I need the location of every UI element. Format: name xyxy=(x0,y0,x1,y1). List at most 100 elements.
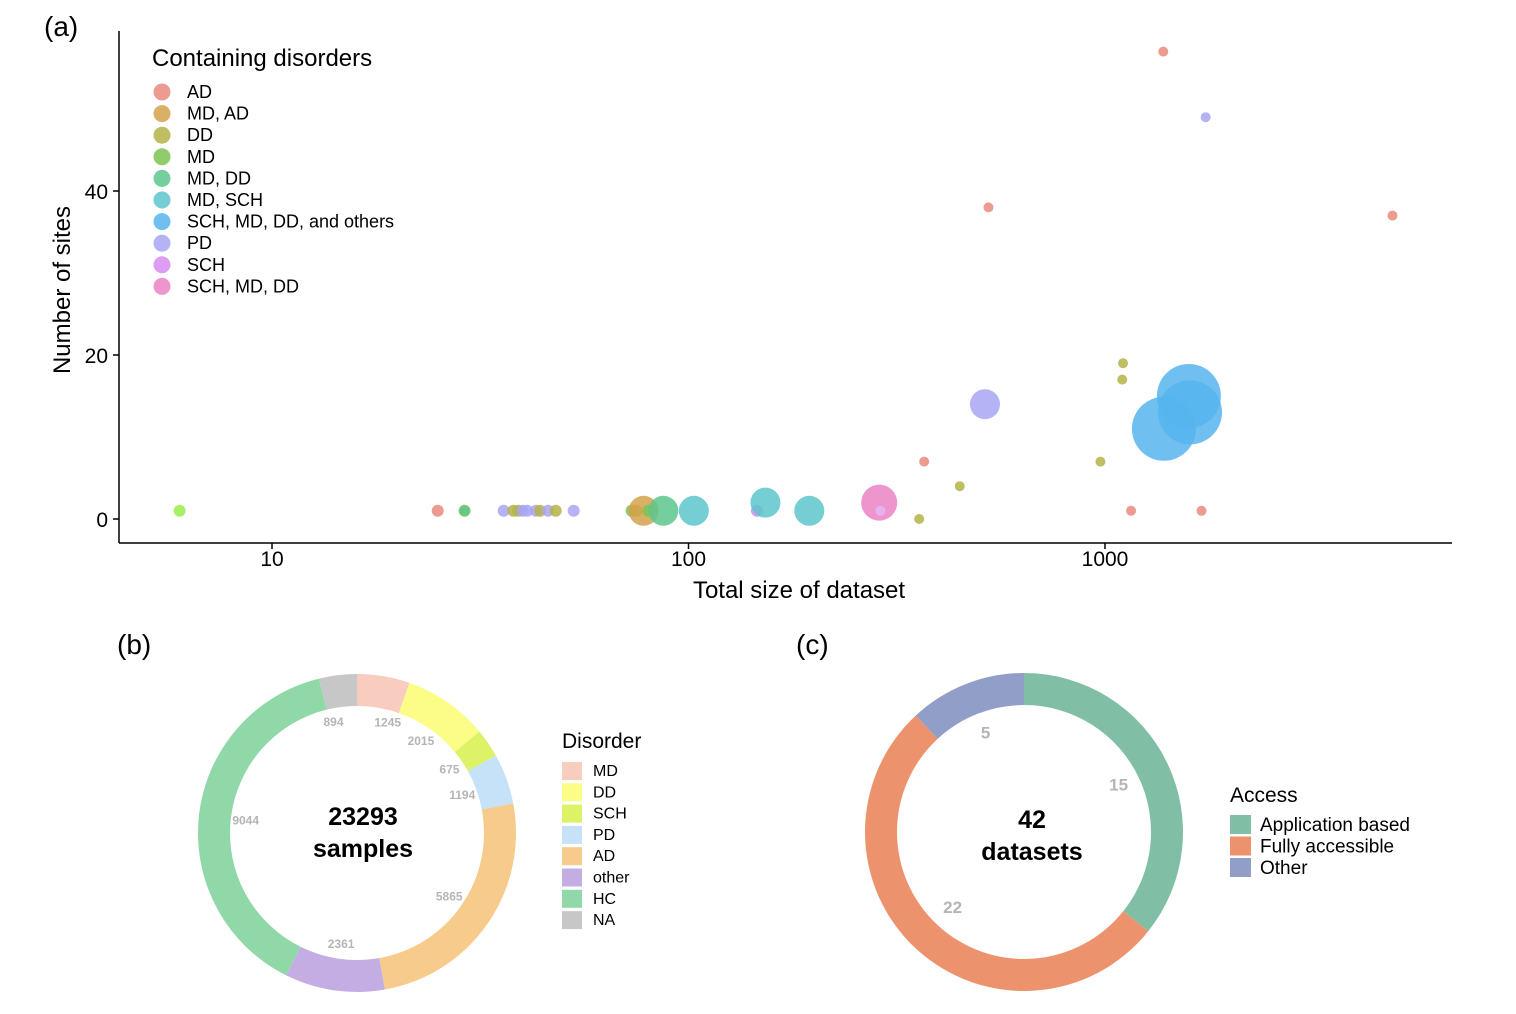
donut-slice xyxy=(467,755,514,810)
scatter-point xyxy=(431,504,444,517)
datasets-caption: datasets xyxy=(981,838,1082,866)
legend-label: HC xyxy=(593,891,616,908)
scatter-point xyxy=(1117,374,1128,385)
donut-value-label: 675 xyxy=(439,763,459,777)
donut-samples: 1245 2015 675 1194 5865 2361 9044 894 23293 sam… xyxy=(198,674,641,992)
donut-datasets-labels: 15 22 5 xyxy=(943,723,1128,917)
y-tick-label: 20 xyxy=(85,345,108,368)
legend-title-disorders: Containing disorders xyxy=(152,45,372,72)
donut-value-label: 5 xyxy=(981,723,990,742)
legend-swatch xyxy=(1230,836,1251,856)
donut-samples-labels: 1245 2015 675 1194 5865 2361 9044 894 xyxy=(232,715,475,951)
legend-swatch xyxy=(153,148,171,166)
legend-label: PD xyxy=(187,233,212,253)
legend-label: Fully accessible xyxy=(1260,837,1394,858)
legend-swatch xyxy=(153,256,171,274)
scatter-point xyxy=(1095,456,1106,467)
legend-label: MD, AD xyxy=(187,104,249,124)
legend-swatch xyxy=(562,868,582,887)
donut-samples-legend: MD DD SCH PD AD other HC NA xyxy=(562,762,630,930)
legend-swatch xyxy=(153,277,171,295)
scatter-point xyxy=(1118,358,1129,369)
donut-slice xyxy=(454,731,496,772)
scatter-plot: 10 100 1000 0 20 40 Total size of dataset Num… xyxy=(49,31,1452,604)
legend-label: other xyxy=(593,870,630,887)
y-tick-label: 40 xyxy=(85,181,108,204)
donut-slice xyxy=(864,715,1149,991)
donut-value-label: 2361 xyxy=(328,937,355,951)
scatter-point xyxy=(521,504,534,517)
donut-slice xyxy=(286,946,385,992)
scatter-ticks: 10 100 1000 0 20 40 xyxy=(85,181,1129,571)
panel-label-c: (c) xyxy=(796,629,829,660)
scatter-point xyxy=(750,487,781,518)
scatter-point xyxy=(1158,46,1169,57)
scatter-point xyxy=(983,202,994,213)
donut-datasets: 15 22 5 42 datasets Access Application bas… xyxy=(864,673,1410,991)
scatter-point xyxy=(914,514,925,524)
legend-label: Other xyxy=(1260,858,1308,879)
scatter-point xyxy=(678,495,709,526)
legend-swatch xyxy=(153,213,171,231)
y-axis-title: Number of sites xyxy=(49,206,76,374)
legend-label: MD, DD xyxy=(187,168,251,188)
legend-swatch xyxy=(1230,815,1251,834)
donut-value-label: 15 xyxy=(1109,775,1128,794)
legend-swatch xyxy=(153,169,171,187)
donut-slice xyxy=(379,803,516,990)
legend-swatch xyxy=(153,191,171,209)
donut-slice xyxy=(198,678,327,976)
donut-value-label: 5865 xyxy=(436,890,463,904)
scatter-points xyxy=(173,46,1398,526)
legend-swatch xyxy=(153,83,171,101)
legend-swatch xyxy=(562,783,582,802)
legend-swatch xyxy=(562,911,582,930)
legend-label: MD, SCH xyxy=(187,190,263,210)
legend-swatch xyxy=(153,105,171,123)
legend-swatch xyxy=(562,847,582,866)
scatter-point xyxy=(648,495,679,526)
legend-label: Application based xyxy=(1260,815,1410,836)
legend-label: DD xyxy=(593,784,616,801)
scatter-point xyxy=(969,389,1000,420)
scatter-point xyxy=(1196,505,1207,516)
donut-value-label: 2015 xyxy=(408,734,435,748)
scatter-point xyxy=(1387,210,1398,221)
donut-value-label: 894 xyxy=(324,715,344,729)
scatter-point xyxy=(567,504,580,517)
scatter-point xyxy=(1126,505,1137,516)
donut-samples-slices xyxy=(198,674,516,992)
donut-slice xyxy=(398,682,480,753)
scatter-point xyxy=(875,505,886,516)
x-axis-title: Total size of dataset xyxy=(693,577,905,604)
legend-swatch xyxy=(562,804,582,823)
scatter-point xyxy=(497,504,510,517)
donut-slice xyxy=(915,673,1024,739)
legend-swatch xyxy=(153,234,171,252)
donut-slice xyxy=(319,674,357,710)
samples-caption: samples xyxy=(313,835,413,863)
panel-label-a: (a) xyxy=(44,11,78,42)
x-tick-label: 10 xyxy=(260,548,283,571)
scatter-point xyxy=(861,484,898,521)
panel-label-b: (b) xyxy=(117,629,151,660)
legend-label: SCH xyxy=(593,806,627,823)
legend-label: SCH, MD, DD, and others xyxy=(187,212,394,232)
samples-total: 23293 xyxy=(328,803,398,831)
donut-value-label: 1245 xyxy=(374,716,401,730)
legend-swatch xyxy=(1230,858,1251,877)
scatter-point xyxy=(919,456,930,467)
donut-value-label: 1194 xyxy=(449,788,475,802)
scatter-point xyxy=(794,495,825,526)
scatter-point xyxy=(173,504,186,517)
legend-swatch xyxy=(153,126,171,144)
donut-value-label: 22 xyxy=(943,898,962,917)
legend-swatch xyxy=(562,762,582,780)
donut-slice xyxy=(1024,673,1183,932)
legend-label: AD xyxy=(593,848,615,865)
donut-datasets-slices xyxy=(864,673,1183,991)
legend-label: AD xyxy=(187,82,212,102)
